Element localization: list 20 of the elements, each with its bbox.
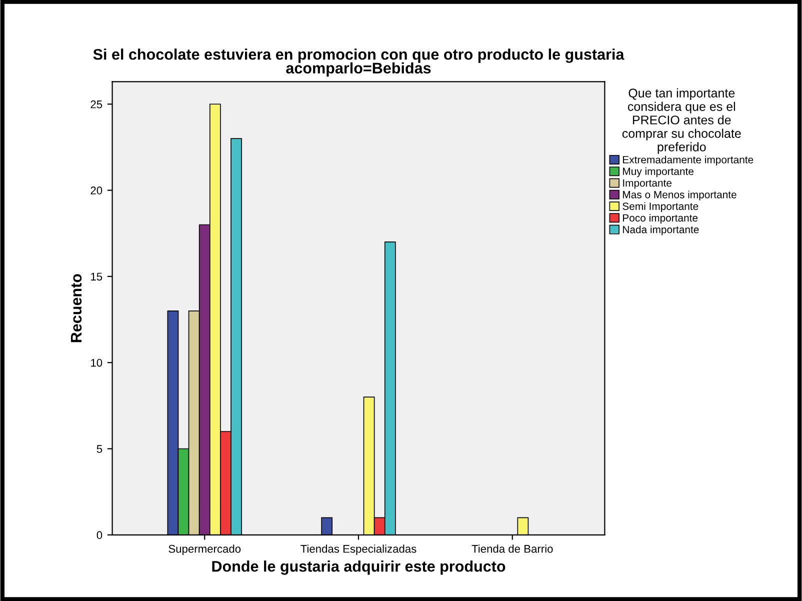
legend-label: Semi Importante bbox=[622, 202, 698, 212]
legend-label: Importante bbox=[623, 179, 672, 189]
y-tick-label: 5 bbox=[96, 445, 102, 453]
legend-label: Nada importante bbox=[623, 226, 699, 236]
legend-label: Poco importante bbox=[623, 214, 698, 224]
y-axis-title: Recuento bbox=[70, 274, 82, 342]
x-tick-label: Tiendas Especializadas bbox=[300, 544, 416, 555]
chart-title: Si el chocolate estuviera en promocion con que otro producto le gustaria acomparlo=Bebidas bbox=[93, 48, 624, 77]
y-tick-label: 0 bbox=[96, 531, 102, 540]
legend-title: Que tan importante considera que es el PRECIO antes de comprar su chocolate preferido bbox=[622, 88, 741, 154]
y-tick-label: 20 bbox=[90, 186, 102, 194]
x-tick-label: Supermercado bbox=[168, 544, 241, 555]
y-tick-label: 10 bbox=[91, 358, 102, 367]
legend-label: Extremadamente importante bbox=[623, 156, 754, 166]
legend-label: Muy importante bbox=[623, 167, 694, 178]
x-tick-label: Tienda de Barrio bbox=[472, 544, 553, 553]
y-tick-label: 25 bbox=[90, 100, 102, 108]
legend-label: Mas o Menos importante bbox=[623, 190, 736, 200]
x-axis-title: Donde le gustaria adquirir este producto bbox=[212, 560, 506, 575]
y-tick-label: 15 bbox=[91, 272, 102, 281]
